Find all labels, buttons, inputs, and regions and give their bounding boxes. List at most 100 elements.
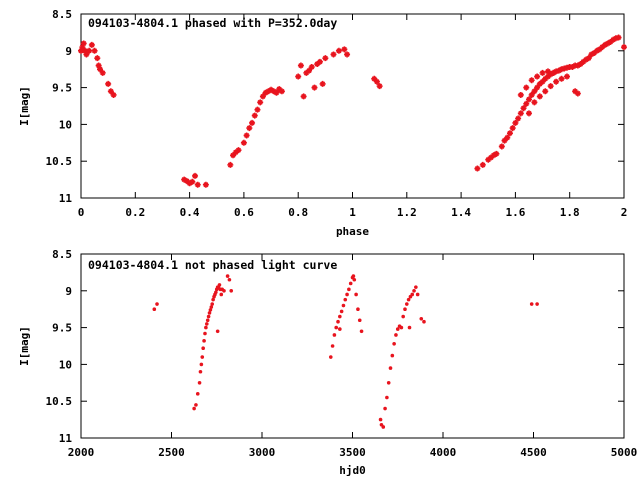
data-point [303, 69, 310, 76]
data-point [198, 369, 203, 374]
data-point [322, 55, 329, 62]
data-point [207, 311, 212, 315]
x-tick-label: 0 [78, 206, 85, 219]
data-point [230, 152, 237, 159]
data-point [381, 425, 386, 429]
data-point [485, 156, 492, 163]
data-point [621, 44, 627, 51]
data-point [412, 289, 416, 293]
data-point [222, 289, 226, 293]
data-point [195, 392, 200, 396]
data-point [202, 339, 206, 343]
data-point [414, 285, 418, 289]
data-point [422, 319, 426, 324]
data-point [202, 181, 209, 188]
data-point [359, 329, 364, 334]
data-point [341, 303, 346, 308]
data-point [531, 99, 538, 106]
data-point [490, 152, 497, 159]
data-points [78, 34, 627, 188]
data-point [199, 362, 204, 367]
data-point [536, 80, 543, 87]
data-point [528, 77, 535, 84]
data-point [94, 55, 101, 62]
data-point [558, 75, 565, 82]
data-point [615, 34, 622, 41]
data-point [308, 63, 315, 70]
data-point [194, 181, 201, 188]
data-point [535, 302, 539, 306]
data-point [547, 71, 554, 78]
y-tick-label: 9 [65, 285, 72, 298]
data-point [345, 292, 349, 297]
y-tick-label: 10.5 [46, 395, 73, 408]
data-point [194, 403, 198, 407]
data-point [110, 91, 117, 98]
data-point [544, 68, 551, 75]
x-tick-label: 1.6 [505, 206, 525, 219]
data-point [243, 132, 250, 139]
data-point [105, 80, 112, 87]
data-point [152, 307, 157, 312]
data-point [572, 88, 579, 95]
data-point [569, 63, 576, 70]
data-point [504, 134, 511, 141]
data-point [186, 180, 193, 187]
data-point [335, 47, 342, 54]
data-point [246, 125, 253, 132]
data-point [341, 46, 348, 53]
data-point [534, 84, 541, 91]
data-point [354, 292, 358, 297]
data-point [262, 89, 269, 96]
data-point [501, 137, 508, 144]
x-tick-label: 4500 [520, 446, 547, 459]
data-point [399, 325, 404, 330]
data-point [219, 292, 224, 297]
data-point [574, 90, 581, 97]
data-point [582, 56, 589, 63]
data-point [593, 47, 600, 54]
data-point [394, 333, 398, 337]
data-point [91, 47, 98, 54]
data-point [610, 36, 617, 43]
data-point [544, 73, 551, 80]
y-tick-label: 9 [65, 45, 72, 58]
x-tick-label: 3500 [339, 446, 366, 459]
data-point [536, 93, 543, 100]
data-point [390, 353, 395, 358]
data-point [338, 314, 342, 319]
plot-frame [80, 253, 625, 439]
data-point [577, 61, 584, 68]
data-point [479, 161, 486, 168]
data-point [588, 51, 595, 58]
x-tick-label: 0.2 [125, 206, 145, 219]
y-tick-label: 9.5 [52, 82, 72, 95]
data-point [197, 381, 202, 385]
x-tick-label: 0.6 [234, 206, 254, 219]
data-point [192, 172, 199, 179]
data-point [517, 91, 524, 98]
data-point [534, 73, 541, 80]
data-point [523, 84, 530, 91]
data-point [580, 58, 587, 65]
data-point [493, 150, 500, 157]
data-point [316, 58, 323, 65]
axis-ticks: 2000 2500 3000 3500 4000 4500 5000 8.5 9 9.5 10 10.… [46, 248, 638, 459]
data-point [599, 44, 606, 51]
data-point [306, 67, 313, 74]
data-point [542, 88, 549, 95]
data-point [539, 69, 546, 76]
data-point [336, 319, 340, 324]
data-point [407, 325, 412, 330]
data-point [351, 274, 356, 278]
data-point [506, 130, 513, 137]
data-point [83, 51, 90, 58]
y-axis-label: I[mag] [18, 326, 31, 366]
data-point [343, 297, 348, 302]
data-point [328, 355, 333, 359]
data-point [232, 149, 239, 156]
data-point [183, 178, 190, 185]
data-point [563, 73, 570, 80]
data-point [88, 41, 95, 48]
